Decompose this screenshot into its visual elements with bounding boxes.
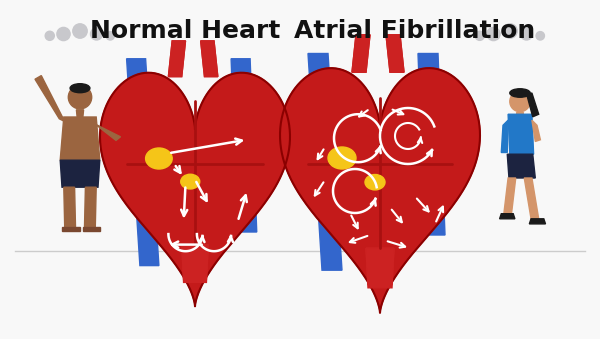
Polygon shape [502, 120, 508, 153]
Circle shape [45, 31, 55, 40]
Polygon shape [517, 113, 523, 120]
Polygon shape [418, 54, 445, 235]
Polygon shape [100, 73, 290, 306]
Polygon shape [386, 35, 404, 72]
Circle shape [73, 24, 87, 38]
Ellipse shape [181, 174, 200, 189]
Polygon shape [500, 214, 515, 219]
Polygon shape [280, 68, 480, 313]
Polygon shape [200, 41, 218, 77]
Circle shape [57, 27, 70, 41]
Polygon shape [507, 154, 535, 178]
Ellipse shape [146, 148, 172, 169]
Polygon shape [60, 160, 100, 187]
Circle shape [106, 32, 115, 40]
Ellipse shape [510, 89, 530, 97]
Polygon shape [527, 93, 539, 117]
Polygon shape [504, 178, 516, 214]
Polygon shape [386, 35, 404, 72]
Circle shape [91, 28, 103, 40]
Ellipse shape [365, 175, 385, 190]
Polygon shape [524, 178, 539, 219]
Polygon shape [231, 59, 257, 232]
Polygon shape [366, 248, 394, 284]
Polygon shape [508, 114, 533, 154]
Circle shape [487, 27, 500, 41]
Polygon shape [352, 35, 370, 72]
Circle shape [475, 31, 484, 40]
Circle shape [510, 91, 530, 112]
Polygon shape [169, 41, 185, 77]
Polygon shape [529, 219, 545, 224]
Text: Atrial Fibrillation: Atrial Fibrillation [295, 19, 536, 43]
Polygon shape [62, 227, 80, 231]
Polygon shape [60, 117, 100, 160]
Circle shape [521, 28, 533, 40]
Polygon shape [35, 76, 65, 121]
Polygon shape [83, 227, 100, 231]
Polygon shape [200, 41, 218, 77]
Polygon shape [76, 110, 83, 119]
Polygon shape [352, 35, 370, 72]
Polygon shape [532, 120, 541, 141]
Circle shape [503, 24, 517, 38]
Text: Normal Heart: Normal Heart [90, 19, 280, 43]
Polygon shape [85, 187, 96, 227]
Ellipse shape [70, 84, 90, 93]
Polygon shape [182, 245, 208, 279]
Polygon shape [127, 59, 159, 265]
Polygon shape [95, 124, 121, 140]
Polygon shape [182, 245, 208, 282]
Ellipse shape [328, 147, 356, 169]
Polygon shape [64, 187, 76, 227]
Polygon shape [169, 41, 185, 77]
Polygon shape [308, 54, 342, 270]
Circle shape [68, 85, 92, 109]
Circle shape [536, 32, 544, 40]
Polygon shape [366, 248, 394, 288]
